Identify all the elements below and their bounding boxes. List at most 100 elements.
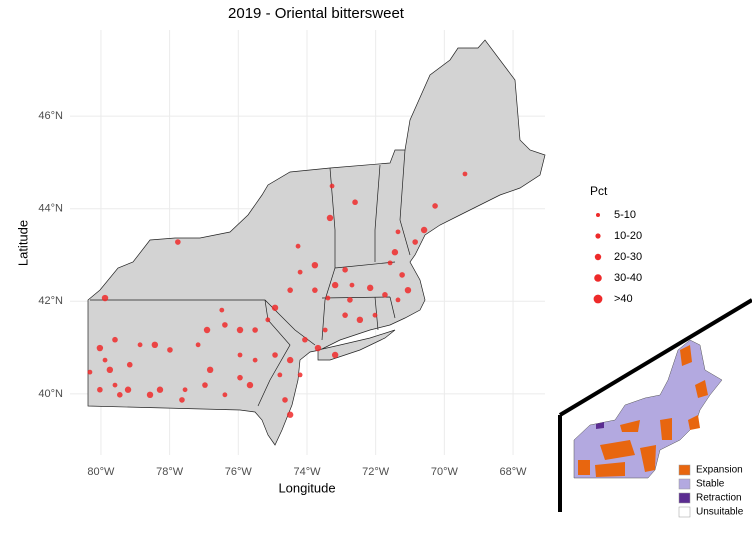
occurrence-point [352, 199, 358, 206]
occurrence-point [237, 352, 243, 358]
x-axis-title: Longitude [278, 480, 335, 495]
occurrence-point [314, 344, 322, 352]
legend-symbol [595, 233, 601, 239]
occurrence-point [295, 243, 301, 249]
occurrence-point [124, 386, 132, 393]
legend-title: Pct [590, 184, 608, 198]
y-tick-label: 46°N [38, 110, 63, 122]
occurrence-point [326, 214, 334, 222]
occurrence-point [272, 352, 278, 358]
inset-legend-label: Retraction [696, 493, 742, 504]
x-tick-label: 72°W [362, 466, 390, 478]
occurrence-point [412, 239, 418, 245]
occurrence-point [342, 267, 348, 273]
occurrence-point [117, 392, 123, 398]
y-tick-label: 42°N [38, 295, 63, 307]
occurrence-point [322, 327, 328, 333]
legend-label: 5-10 [614, 209, 636, 221]
occurrence-point [236, 326, 244, 334]
occurrence-point [87, 369, 93, 375]
occurrence-point [222, 322, 228, 328]
legend-label: 30-40 [614, 272, 642, 284]
y-tick-label: 44°N [38, 203, 63, 215]
occurrence-point [265, 317, 271, 323]
occurrence-point [342, 312, 348, 318]
inset-legend-label: Expansion [696, 465, 743, 476]
occurrence-point [271, 304, 279, 311]
occurrence-point [382, 292, 388, 298]
occurrence-point [102, 357, 108, 363]
inset-legend-label: Unsuitable [696, 507, 744, 518]
occurrence-point [366, 284, 374, 292]
occurrence-point [286, 356, 294, 364]
occurrence-point [151, 341, 159, 349]
occurrence-point [331, 351, 339, 359]
occurrence-point [297, 269, 303, 275]
inset-legend-swatch [678, 478, 691, 490]
inset-retraction [596, 422, 604, 429]
occurrence-point [112, 336, 118, 343]
occurrence-point [325, 295, 331, 301]
long-island [317, 329, 396, 361]
occurrence-point [179, 397, 185, 403]
occurrence-point [156, 386, 164, 393]
occurrence-point [137, 342, 143, 348]
occurrence-point [432, 203, 438, 209]
x-tick-label: 70°W [431, 466, 459, 478]
occurrence-point [206, 366, 214, 374]
inset-legend-swatch [678, 506, 691, 518]
occurrence-point [96, 344, 104, 352]
legend: Pct 5-10 10-20 20-30 30-40 >40 [590, 184, 642, 305]
occurrence-point [331, 281, 339, 289]
occurrence-point [219, 307, 225, 313]
x-tick-label: 68°W [500, 466, 528, 478]
occurrence-point [112, 382, 118, 388]
occurrence-point [222, 392, 228, 398]
occurrence-point [182, 387, 188, 393]
x-tick-label: 78°W [156, 466, 184, 478]
inset-divider [558, 298, 752, 417]
occurrence-point [202, 382, 208, 388]
occurrence-point [462, 171, 468, 177]
inset-legend-swatch [678, 464, 691, 476]
occurrence-point [297, 372, 303, 378]
legend-symbol [593, 294, 603, 304]
occurrence-point [312, 287, 318, 293]
occurrence-point [287, 287, 293, 293]
occurrence-point [399, 272, 405, 278]
occurrence-point [175, 239, 181, 245]
occurrence-point [252, 357, 258, 363]
occurrence-point [246, 381, 254, 389]
occurrence-point [356, 316, 364, 324]
land [87, 39, 546, 446]
y-tick-label: 40°N [38, 388, 63, 400]
x-tick-label: 76°W [225, 466, 253, 478]
occurrence-point [167, 347, 173, 353]
legend-label: 20-30 [614, 251, 642, 263]
inset-legend-label: Stable [696, 479, 725, 490]
occurrence-point [395, 229, 401, 235]
region-outline [87, 39, 546, 446]
occurrence-point [106, 366, 114, 374]
occurrence-point [195, 342, 201, 348]
x-tick-label: 74°W [293, 466, 321, 478]
occurrence-point [203, 326, 211, 334]
y-axis-title: Latitude [15, 220, 30, 266]
occurrence-point [277, 372, 283, 378]
occurrence-point [329, 183, 335, 189]
occurrence-point [395, 297, 401, 303]
legend-symbol [594, 274, 602, 282]
occurrence-point [302, 336, 308, 343]
legend-label: 10-20 [614, 230, 642, 242]
occurrence-point [347, 297, 353, 303]
inset-legend-swatch [678, 492, 691, 504]
points [87, 171, 468, 418]
occurrence-point [237, 374, 243, 381]
occurrence-point [387, 260, 393, 266]
inset-map: Expansion Stable Retraction Unsuitable [558, 298, 752, 518]
occurrence-point [97, 386, 103, 393]
occurrence-point [420, 226, 428, 234]
occurrence-point [126, 361, 133, 368]
occurrence-point [252, 327, 258, 333]
